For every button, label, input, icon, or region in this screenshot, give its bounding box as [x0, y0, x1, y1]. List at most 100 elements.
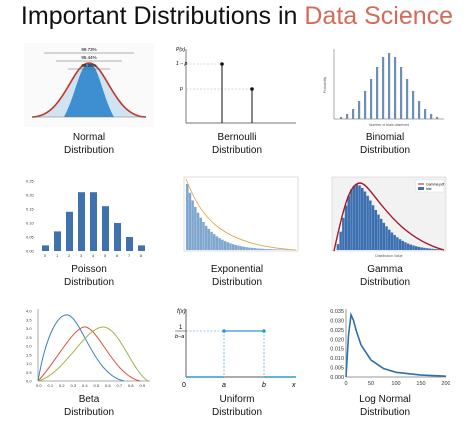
- binomial-bar: [364, 91, 367, 119]
- uniform-fx-label: f(x): [177, 309, 186, 315]
- gamma-bar: [431, 248, 434, 250]
- exponential-label: Exponential Distribution: [210, 264, 264, 288]
- exponential-bar: [218, 238, 221, 250]
- exponential-bar: [253, 248, 256, 250]
- lognormal-x-tick: 150: [416, 381, 425, 387]
- gamma-x-axis-label: Distribution Value: [375, 254, 402, 258]
- exponential-bar: [229, 243, 232, 250]
- exponential-card: Exponential Distribution: [168, 175, 306, 300]
- gamma-legend-pdf: Gamma pdf: [426, 183, 444, 187]
- binomial-bar: [382, 57, 385, 119]
- gamma-bar: [377, 214, 380, 250]
- beta-y-tick: 0.5: [26, 370, 32, 375]
- binomial-bar: [352, 109, 355, 119]
- poisson-bar: [78, 192, 85, 251]
- poisson-x-tick: 1: [56, 253, 59, 258]
- title-prefix: Important Distributions in: [20, 2, 305, 30]
- binomial-card: Number of trials observed Probability Bi…: [316, 43, 454, 168]
- exponential-bar: [248, 247, 251, 250]
- poisson-y-tick: 0.05: [26, 235, 35, 240]
- binomial-bar: [424, 109, 427, 119]
- binomial-bar: [376, 67, 379, 119]
- poisson-bar: [102, 206, 109, 251]
- gamma-bar: [379, 218, 383, 250]
- poisson-bar: [54, 231, 61, 251]
- lognormal-y-tick: 0.015: [330, 347, 344, 353]
- lognormal-chart: 0.035 0.030 0.025 0.020 0.015 0.010 0.005 0.000…: [330, 309, 450, 387]
- normal-pct-2sd: 95.44%: [81, 55, 96, 60]
- gamma-bar: [423, 247, 426, 250]
- uniform-chart: f(x) 1 b−a 0 a b x: [175, 309, 296, 389]
- poisson-bar: [90, 192, 97, 251]
- exponential-bar: [269, 249, 273, 250]
- binomial-label: Binomial Distribution: [359, 132, 411, 156]
- bernoulli-y-axis-label: P(x): [176, 47, 186, 53]
- lognormal-x-tick: 50: [368, 381, 374, 387]
- gamma-bar: [433, 249, 437, 250]
- gamma-bar: [412, 245, 415, 250]
- binomial-bar: [412, 91, 415, 119]
- beta-y-tick: 3.0: [26, 326, 32, 331]
- beta-chart: 4.0 3.5 3.0 2.5 2.0 1.5 1.0 0.5 0.0 0.0 0.1 0.2 0.3…: [26, 309, 150, 388]
- exponential-bar: [194, 207, 197, 250]
- poisson-x-tick: 8: [140, 253, 143, 258]
- exponential-bar: [264, 248, 267, 250]
- binomial-chart: Number of trials observed Probability: [323, 49, 444, 127]
- uniform-a-label: a: [222, 382, 226, 389]
- exponential-bar: [199, 217, 202, 250]
- gamma-bar: [406, 243, 410, 250]
- exponential-bar: [256, 248, 259, 250]
- binomial-bar: [406, 79, 409, 119]
- beta-y-tick: 2.5: [26, 335, 32, 340]
- beta-x-tick: 0.2: [59, 383, 65, 388]
- exponential-bar: [267, 249, 270, 250]
- exponential-bar: [204, 225, 208, 250]
- binomial-bar: [394, 57, 397, 119]
- gamma-bar: [409, 244, 413, 250]
- gamma-bar: [415, 246, 418, 250]
- gamma-bar: [347, 195, 350, 250]
- poisson-x-tick: 4: [92, 253, 95, 258]
- exponential-bar: [250, 247, 254, 250]
- beta-y-tick: 2.0: [26, 344, 32, 349]
- gamma-bar: [396, 237, 399, 250]
- exponential-bar: [210, 231, 213, 250]
- beta-y-tick: 1.5: [26, 352, 32, 357]
- beta-x-tick: 0.7: [117, 383, 123, 388]
- gamma-bar: [336, 244, 340, 250]
- exponential-bar: [207, 228, 211, 250]
- exponential-bar: [237, 245, 240, 250]
- gamma-bar: [390, 232, 394, 250]
- gamma-bar: [344, 205, 348, 250]
- poisson-bar: [66, 211, 73, 251]
- exponential-bar: [215, 236, 219, 250]
- uniform-x-label: x: [291, 382, 296, 389]
- poisson-x-tick: 7: [128, 253, 131, 258]
- gamma-bar: [363, 191, 367, 250]
- gamma-bar: [342, 217, 345, 250]
- gamma-legend-hist: hist: [426, 187, 431, 191]
- lognormal-x-tick: 0: [344, 381, 347, 387]
- lognormal-x-tick: 200: [441, 381, 450, 387]
- lognormal-y-tick: 0.030: [330, 318, 344, 324]
- binomial-bar: [388, 53, 391, 119]
- lognormal-y-tick: 0.000: [330, 375, 344, 381]
- gamma-bar: [428, 248, 431, 250]
- bernoulli-chart: P(x) 1 − p p: [176, 47, 296, 124]
- beta-x-tick: 0.0: [36, 383, 42, 388]
- bernoulli-card: P(x) 1 − p p Bernoulli Distribution: [168, 43, 306, 168]
- exponential-bar: [234, 244, 238, 250]
- poisson-chart: 0.25 0.20 0.15 0.10 0.05 0.00 0 1 2 3 4 5 6 7 8: [26, 179, 145, 258]
- exponential-bar: [242, 246, 246, 250]
- poisson-x-tick: 3: [80, 253, 83, 258]
- gamma-bar: [369, 200, 372, 250]
- poisson-y-tick: 0.15: [26, 207, 35, 212]
- gamma-bar: [420, 247, 423, 250]
- poisson-x-tick: 2: [68, 253, 71, 258]
- binomial-x-axis-label: Number of trials observed: [369, 123, 409, 127]
- gamma-bar: [352, 185, 356, 250]
- gamma-bar: [382, 222, 386, 250]
- exponential-bar: [221, 239, 224, 250]
- beta-x-tick: 0.8: [128, 383, 134, 388]
- lognormal-y-tick: 0.035: [330, 309, 344, 315]
